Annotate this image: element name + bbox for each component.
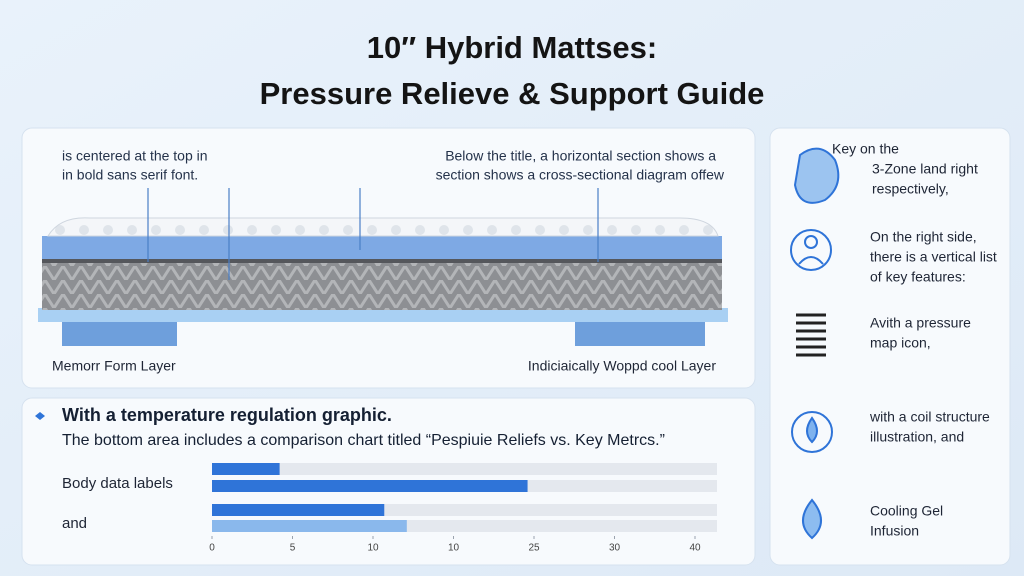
bar: [212, 463, 280, 475]
coil-icon: [796, 313, 826, 357]
feature-line: illustration, and: [870, 429, 964, 445]
coil-layer: [42, 262, 722, 310]
zone-icon: [793, 147, 840, 204]
feature-line: Key on the: [832, 141, 899, 157]
feature-line: Avith a pressure: [870, 315, 971, 331]
comparison-heading: With a temperature regulation graphic.: [62, 405, 392, 425]
feature-icons: [790, 147, 840, 540]
temp-icon: [791, 411, 833, 453]
layer-label: Indiciaically Woppd cool Layer: [528, 358, 716, 374]
feature-line: On the right side,: [870, 229, 977, 245]
feature-line: Cooling Gel: [870, 503, 943, 519]
feature-line: 3-Zone land right: [872, 161, 978, 177]
feature-line: map icon,: [870, 335, 931, 351]
x-tick-label: 0: [209, 543, 215, 554]
bar: [212, 480, 528, 492]
bullet: [35, 412, 45, 420]
body-icon: [790, 229, 832, 271]
callout-line: in bold sans serif font.: [62, 167, 198, 183]
feature-line: there is a vertical list: [870, 249, 997, 265]
feature-line: of key features:: [870, 269, 966, 285]
body-icon-head: [804, 235, 818, 249]
x-tick-label: 10: [448, 543, 460, 554]
foam-layer: [42, 236, 722, 259]
category-label: and: [62, 515, 87, 532]
feature-line: with a coil structure: [869, 409, 990, 425]
x-tick-label: 30: [609, 543, 621, 554]
bar-track: [212, 463, 717, 475]
x-tick-label: 5: [290, 543, 296, 554]
comparison-description: The bottom area includes a comparison ch…: [62, 432, 665, 449]
callout-line: section shows a cross-sectional diagram …: [436, 167, 725, 183]
leaders: [147, 188, 599, 280]
layer-label: Memorr Form Layer: [52, 358, 176, 374]
title-line: Pressure Relieve & Support Guide: [260, 76, 765, 111]
gel-icon: [802, 498, 822, 540]
x-tick-label: 10: [367, 543, 379, 554]
callout-line: Below the title, a horizontal section sh…: [445, 148, 716, 164]
mattress: [38, 217, 728, 346]
base-layer: [38, 308, 728, 322]
bar: [212, 504, 385, 516]
comparison-chart: Body data labels and 0 5 10 10 25 30 40: [62, 463, 717, 554]
bar: [212, 520, 407, 532]
title-line: 10″ Hybrid Mattses:: [367, 30, 658, 65]
temp-icon-drop: [806, 416, 818, 444]
feature-line: respectively,: [872, 181, 949, 197]
x-tick-label: 40: [689, 543, 701, 554]
callout-line: is centered at the top in: [62, 148, 208, 164]
features-panel: [769, 127, 1011, 566]
feature-line: Infusion: [870, 523, 919, 539]
divider: [42, 258, 722, 263]
quilt-top: [47, 217, 719, 237]
x-tick-label: 25: [528, 543, 540, 554]
category-label: Body data labels: [62, 475, 173, 492]
body-icon-shoulders: [798, 256, 824, 265]
feature-list: Key on the 3-Zone land right respectively,…: [832, 141, 997, 539]
